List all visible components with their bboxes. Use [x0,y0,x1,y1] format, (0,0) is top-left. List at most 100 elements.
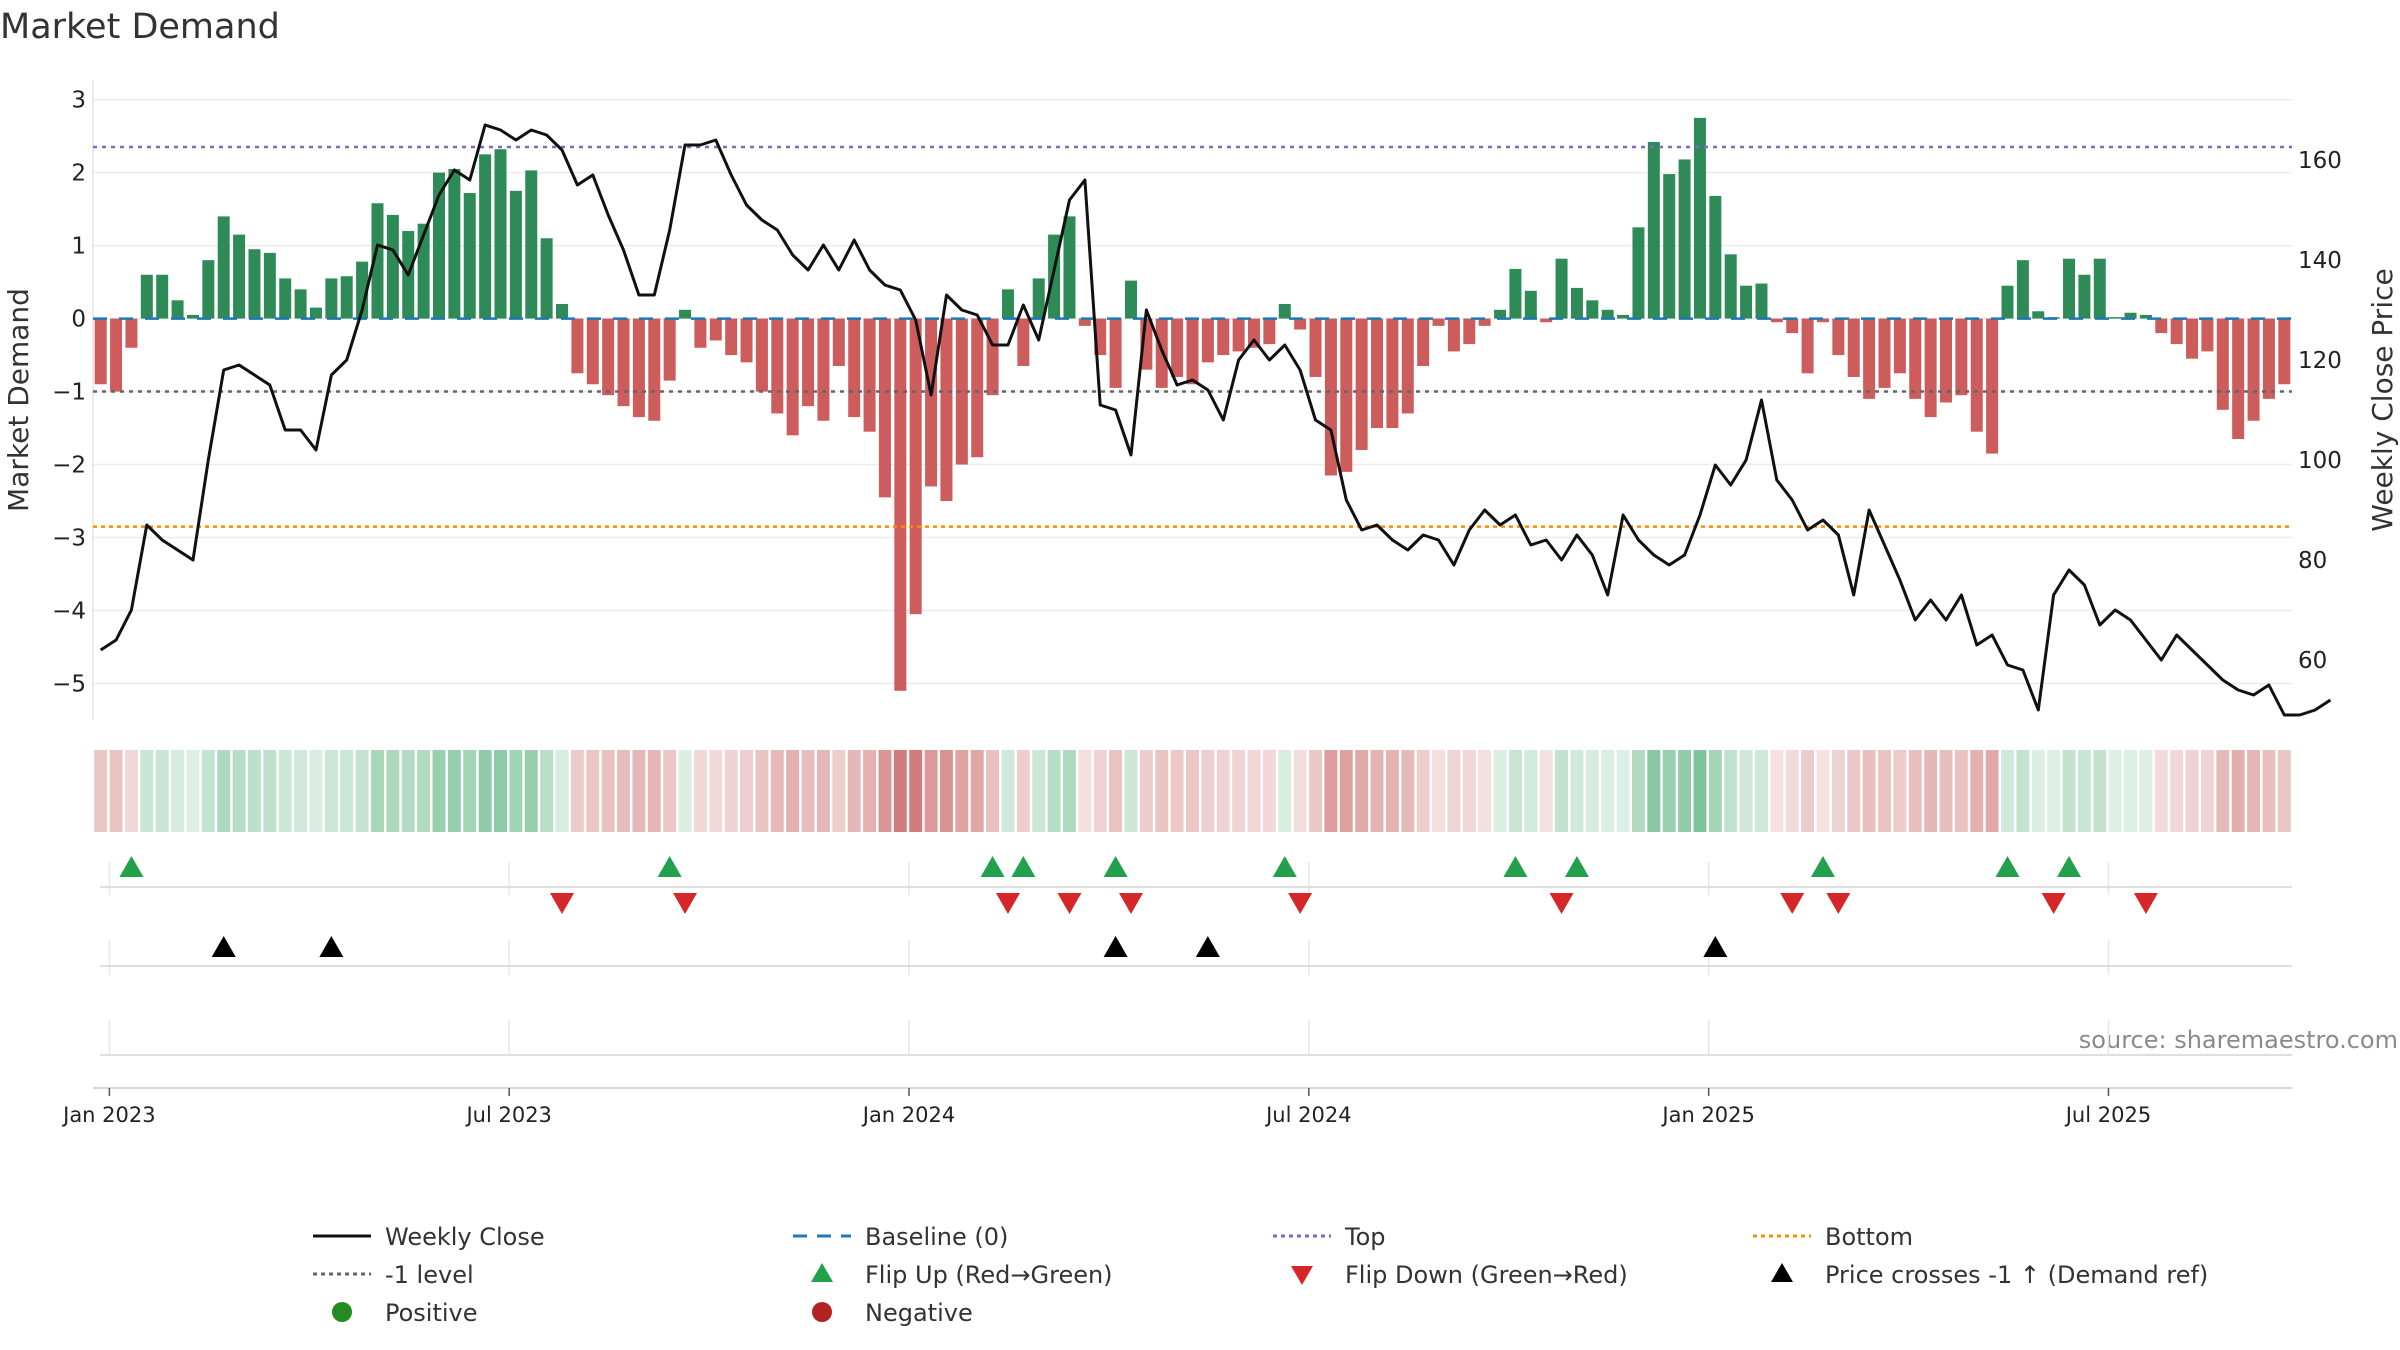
demand-bar-negative [817,318,830,421]
heat-strip-cell [278,750,292,832]
heat-strip-cell [955,750,969,832]
heat-strip-cell [294,750,308,832]
heat-strip-cell [1985,750,1999,832]
heat-strip-cell [1631,750,1645,832]
heat-strip-cell [924,750,938,832]
demand-bar-negative [1432,318,1445,326]
demand-bar-negative [648,318,661,421]
heat-strip-cell [478,750,492,832]
heat-strip-cell [1124,750,1138,832]
heat-strip-cell [786,750,800,832]
heat-strip-cell [1109,750,1123,832]
heat-strip-cell [647,750,661,832]
demand-bar-positive [679,309,692,319]
y-axis-right-label: Weekly Close Price [2366,268,2399,531]
demand-bar-negative [709,318,722,341]
heat-strip-cell [2262,750,2276,832]
heat-strip-cell [770,750,784,832]
axis-ticks: 3 2 1 0 −1 −2 −3 −4 −5 160 140 120 100 80 60 Jan 2023 Ju… [52,88,2342,1127]
demand-bar-positive [540,238,553,319]
demand-bar-negative [1770,318,1783,323]
demand-bar-positive [263,252,276,319]
demand-bar-negative [802,318,815,407]
y-left-tick-label: −1 [52,380,86,406]
demand-bar-negative [848,318,861,418]
demand-bar-negative [1094,318,1107,356]
demand-bar-negative [2201,318,2214,352]
heat-strip-cell [2124,750,2137,832]
heat-strip-cell [1139,750,1153,832]
demand-bar-negative [1401,318,1414,414]
price-series [99,123,2332,717]
x-tick-label: Jan 2023 [61,1103,156,1127]
demand-bar-positive [1617,314,1630,319]
demand-bar-negative [1924,318,1937,418]
heat-strip-cell [124,750,138,832]
heat-strip-cell [1954,750,1968,832]
demand-bar-negative [1816,318,1829,323]
chart-title: Market Demand [0,7,280,47]
heat-strip-cell [2139,750,2153,832]
demand-bar-negative [1324,318,1337,476]
heat-strip-cell [140,750,154,832]
heat-strip-cell [1201,750,1215,832]
demand-bar-negative [1878,318,1891,388]
y-right-tick-label: 80 [2298,548,2327,574]
heat-strip-cell [2247,750,2261,832]
demand-bar-positive [432,172,445,319]
heat-strip-cell [1032,750,1046,832]
heat-strip-cell [447,750,461,832]
demand-bar-negative [1970,318,1983,432]
heat-strip-cell [509,750,523,832]
heat-strip-cell [2277,750,2291,832]
demand-bar-negative [2186,318,2199,359]
heat-strip-cell [201,750,215,832]
flip-down-marker [1118,893,1143,914]
heat-strip-cell [263,750,277,832]
heat-strip-cell [2108,750,2122,832]
heat-strip-cell [1524,750,1538,832]
heat-strip-cell [1878,750,1891,832]
heat-strip-cell [186,750,200,832]
flip-down-marker [1057,893,1082,914]
heat-strip-cell [663,750,677,832]
demand-bar-positive [248,249,261,319]
flip-down-marker [1826,893,1851,914]
x-tick-label: Jul 2023 [464,1103,551,1127]
demand-bar-positive [1647,141,1660,319]
price-cross-marker [1103,936,1128,957]
heat-strip-cell [1662,750,1676,832]
legend-label: Flip Up (Red→Green) [865,1261,1113,1289]
demand-bar-positive [1063,216,1076,319]
legend-label: Top [1344,1223,1386,1251]
demand-bar-positive [1570,287,1583,319]
heat-strip-cell [1432,750,1446,832]
heat-strip-cell [1539,750,1553,832]
heat-strip-cell [617,750,630,832]
demand-bar-positive [294,289,307,319]
flip-down-marker [550,893,575,914]
heat-strip-cell [863,750,877,832]
demand-bar-positive [2093,258,2106,319]
demand-bar-positive [509,190,522,319]
demand-bar-negative [1232,318,1245,352]
demand-bar-positive [156,274,169,319]
x-tick-label: Jan 2024 [861,1103,956,1127]
heat-strip-cell [1186,750,1199,832]
demand-bar-positive [356,261,369,319]
y-left-tick-label: 1 [71,234,86,260]
legend-label: Negative [865,1299,973,1327]
heat-strip-cell [1262,750,1276,832]
demand-bar-negative [1540,318,1553,323]
demand-bar-positive [309,307,322,319]
heat-strip-cell [386,750,400,832]
demand-bar-negative [955,318,968,465]
demand-bar-negative [1386,318,1399,429]
demand-bar-negative [571,318,584,374]
demand-bar-positive [2016,260,2029,319]
demand-bar-positive [417,223,430,319]
heat-strip-cell [2200,750,2214,832]
demand-bar-positive [2063,258,2076,319]
demand-bar-negative [1893,318,1906,374]
demand-bar-positive [1678,159,1691,319]
